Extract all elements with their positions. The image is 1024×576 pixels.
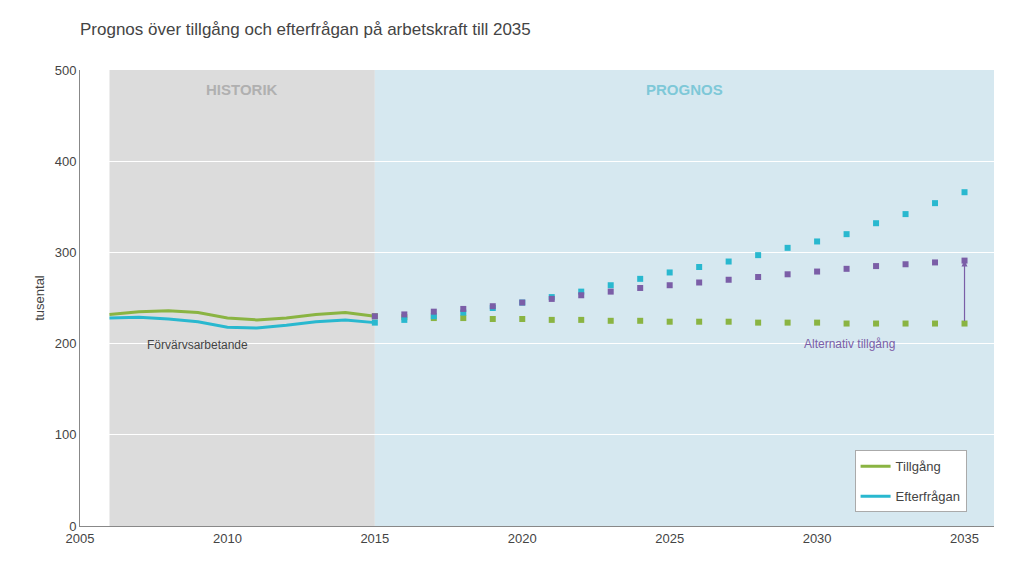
svg-text:200: 200 — [55, 336, 77, 351]
svg-text:Efterfrågan: Efterfrågan — [896, 489, 960, 504]
svg-text:tusental: tusental — [32, 275, 47, 321]
svg-text:100: 100 — [55, 427, 77, 442]
svg-text:2025: 2025 — [655, 531, 684, 546]
svg-text:2005: 2005 — [66, 531, 95, 546]
svg-text:300: 300 — [55, 245, 77, 260]
svg-text:Alternativ tillgång: Alternativ tillgång — [804, 337, 895, 351]
svg-text:2010: 2010 — [213, 531, 242, 546]
svg-text:2035: 2035 — [950, 531, 979, 546]
svg-text:PROGNOS: PROGNOS — [646, 81, 723, 98]
svg-text:HISTORIK: HISTORIK — [206, 81, 278, 98]
svg-text:Tillgång: Tillgång — [896, 459, 941, 474]
svg-text:500: 500 — [55, 63, 77, 78]
svg-text:0: 0 — [69, 519, 76, 534]
svg-text:2020: 2020 — [508, 531, 537, 546]
svg-text:2030: 2030 — [803, 531, 832, 546]
svg-text:400: 400 — [55, 154, 77, 169]
svg-text:2015: 2015 — [360, 531, 389, 546]
svg-text:Förvärvsarbetande: Förvärvsarbetande — [147, 338, 248, 352]
svg-text:Prognos över tillgång och efte: Prognos över tillgång och efterfrågan på… — [80, 20, 531, 39]
